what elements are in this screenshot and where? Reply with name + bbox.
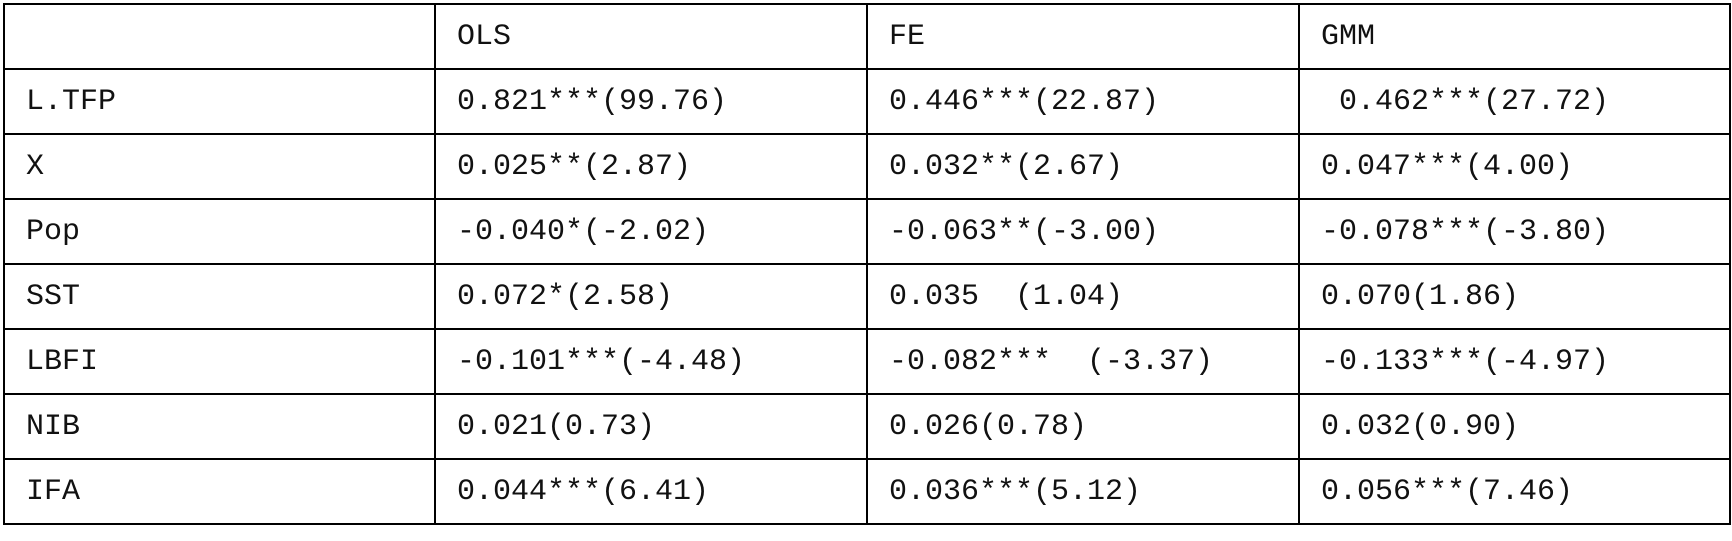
table-cell: 0.044***(6.41) — [434, 458, 868, 525]
header-cell: FE — [866, 3, 1300, 70]
table-cell: -0.133***(-4.97) — [1298, 328, 1731, 395]
header-cell: GMM — [1298, 3, 1731, 70]
table-body: OLS FE GMM L.TFP 0.821***(99.76) 0.446***(22.… — [3, 3, 1731, 525]
table-cell: 0.056***(7.46) — [1298, 458, 1731, 525]
header-cell — [3, 3, 436, 70]
table-row: Pop -0.040*(-2.02) -0.063**(-3.00) -0.078**… — [3, 198, 1731, 265]
row-label: L.TFP — [3, 68, 436, 135]
table-row: IFA 0.044***(6.41) 0.036***(5.12) 0.056***(… — [3, 458, 1731, 525]
row-label: NIB — [3, 393, 436, 460]
table-row: LBFI -0.101***(-4.48) -0.082*** (-3.37) -0.… — [3, 328, 1731, 395]
table-cell: 0.032(0.90) — [1298, 393, 1731, 460]
row-label: X — [3, 133, 436, 200]
table-row: X 0.025**(2.87) 0.032**(2.67) 0.047***(4.00… — [3, 133, 1731, 200]
table-row: SST 0.072*(2.58) 0.035 (1.04) 0.070(1.86) — [3, 263, 1731, 330]
table-cell: 0.462***(27.72) — [1298, 68, 1731, 135]
table-cell: 0.072*(2.58) — [434, 263, 868, 330]
table-row: NIB 0.021(0.73) 0.026(0.78) 0.032(0.90) — [3, 393, 1731, 460]
table-cell: -0.063**(-3.00) — [866, 198, 1300, 265]
header-row: OLS FE GMM — [3, 3, 1731, 70]
header-cell: OLS — [434, 3, 868, 70]
table-cell: 0.032**(2.67) — [866, 133, 1300, 200]
table-row: L.TFP 0.821***(99.76) 0.446***(22.87) 0.46… — [3, 68, 1731, 135]
table-cell: -0.082*** (-3.37) — [866, 328, 1300, 395]
table-cell: 0.026(0.78) — [866, 393, 1300, 460]
table-cell: -0.078***(-3.80) — [1298, 198, 1731, 265]
table-cell: 0.821***(99.76) — [434, 68, 868, 135]
table-cell: -0.040*(-2.02) — [434, 198, 868, 265]
table-cell: 0.035 (1.04) — [866, 263, 1300, 330]
table-cell: 0.036***(5.12) — [866, 458, 1300, 525]
row-label: IFA — [3, 458, 436, 525]
row-label: Pop — [3, 198, 436, 265]
table-cell: -0.101***(-4.48) — [434, 328, 868, 395]
table-cell: 0.047***(4.00) — [1298, 133, 1731, 200]
row-label: LBFI — [3, 328, 436, 395]
table-cell: 0.025**(2.87) — [434, 133, 868, 200]
row-label: SST — [3, 263, 436, 330]
table-cell: 0.446***(22.87) — [866, 68, 1300, 135]
results-table: OLS FE GMM L.TFP 0.821***(99.76) 0.446***(22.… — [3, 3, 1731, 525]
table-cell: 0.021(0.73) — [434, 393, 868, 460]
table-cell: 0.070(1.86) — [1298, 263, 1731, 330]
